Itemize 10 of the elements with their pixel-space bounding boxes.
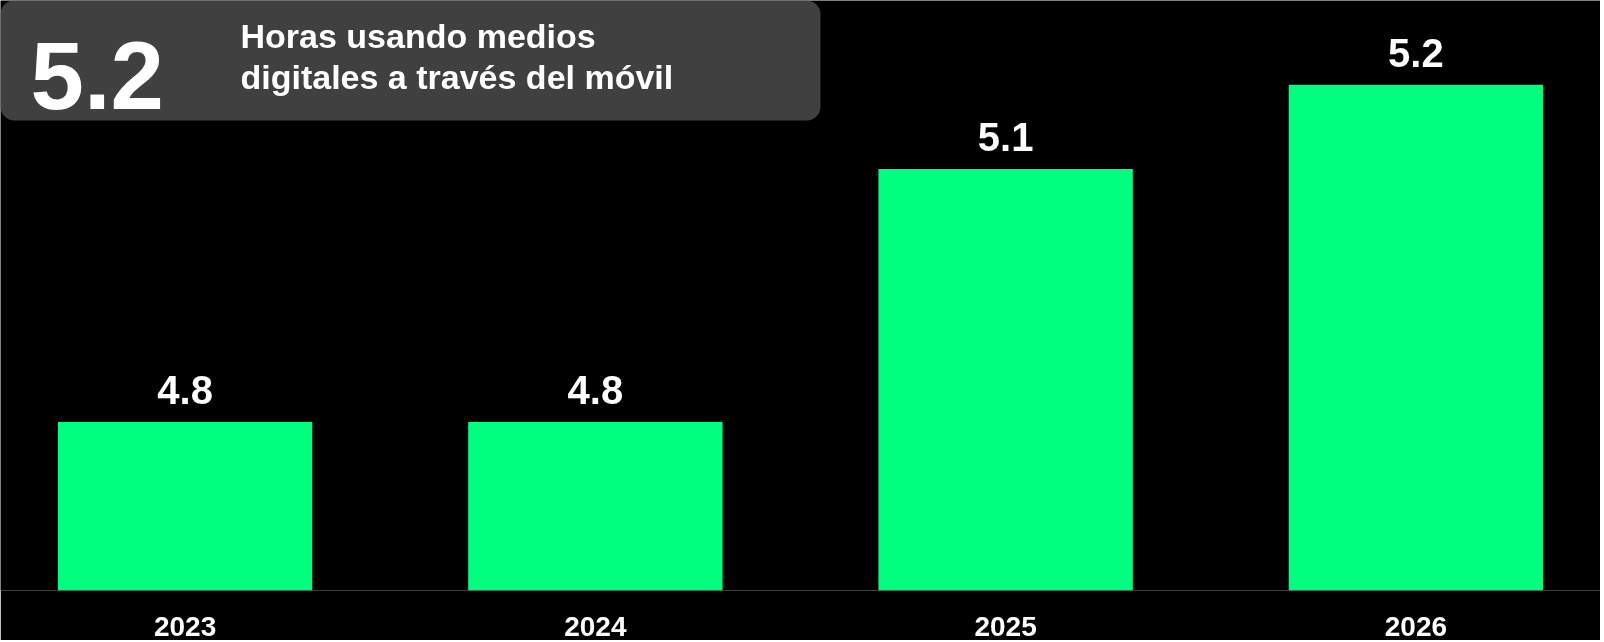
x-tick-label: 2026 [1384,610,1448,642]
chart-title: 5.2 [30,21,164,129]
text: Horas usando medios digitales a través del móvil [240,16,674,97]
data-label: 5.1 [977,115,1034,160]
data-label: 5.2 [1388,30,1444,75]
x-tick-label: 2024 [564,610,627,642]
data-label: 4.8 [157,367,213,412]
data-label: 4.8 [567,367,624,412]
x-tick-label: 2025 [974,610,1037,642]
x-tick-label: 2023 [153,610,217,642]
